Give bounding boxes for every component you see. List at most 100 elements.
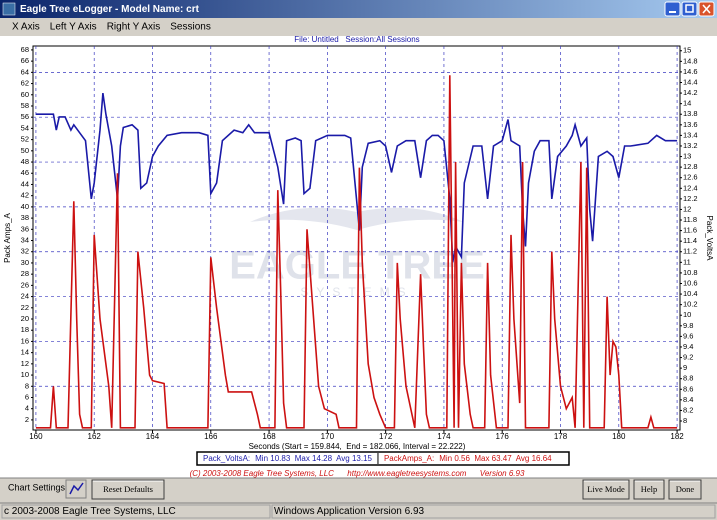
y2-tick-label: 11.4 [683, 236, 697, 245]
y2-tick-label: 14.2 [683, 88, 698, 97]
x-tick-label: 174 [437, 432, 451, 441]
button-label: Done [676, 484, 695, 494]
watermark: EAGLE TREE [229, 244, 485, 288]
y-tick-label: 62 [21, 79, 29, 88]
y2-tick-label: 11.2 [683, 247, 697, 256]
legend: Pack_VoltsA: Min 10.83 Max 14.28 Avg 13.1… [196, 451, 570, 466]
chart-settings-icon [69, 482, 84, 495]
y-tick-label: 20 [21, 314, 29, 323]
legend-stats: Min 0.56 Max 63.47 Avg 16.64 [439, 454, 552, 463]
minimize-button[interactable] [664, 1, 681, 17]
legend-stats: Min 10.83 Max 14.28 Avg 13.15 [255, 454, 372, 463]
y2-tick-label: 11.8 [683, 215, 697, 224]
y2-tick-label: 15 [683, 46, 691, 55]
button[interactable] [582, 479, 630, 500]
y2-tick-label: 10 [683, 310, 691, 319]
y2-tick-label: 8 [683, 416, 687, 425]
y2-tick-label: 9 [683, 363, 687, 372]
y2-tick-label: 14.6 [683, 67, 698, 76]
button-label: Reset Defaults [103, 484, 153, 494]
y2-tick-label: 14.8 [683, 56, 698, 65]
maximize-button[interactable] [681, 1, 698, 17]
y2-tick-label: 11.6 [683, 226, 697, 235]
y-tick-label: 56 [21, 112, 29, 121]
y-tick-label: 8 [25, 381, 29, 390]
status-text: c 2003-2008 Eagle Tree Systems, LLC [4, 506, 176, 517]
y-tick-label: 58 [21, 101, 29, 110]
watermark-wings [250, 207, 464, 230]
y2-tick-label: 13.2 [683, 141, 698, 150]
y-tick-label: 26 [21, 280, 29, 289]
menu-item[interactable]: Sessions [170, 22, 211, 33]
y-tick-label: 42 [21, 191, 29, 200]
y-tick-label: 28 [21, 269, 29, 278]
menu-item[interactable]: Right Y Axis [107, 22, 161, 33]
y-axis-label: Pack Amps_A [3, 212, 12, 262]
x-tick-label: 160 [29, 432, 43, 441]
y-tick-label: 34 [21, 236, 29, 245]
y2-tick-label: 9.8 [683, 321, 693, 330]
y2-tick-label: 8.6 [683, 384, 693, 393]
y2-tick-label: 13.4 [683, 130, 698, 139]
y2-axis-label: Pack_VoltsA [705, 216, 714, 262]
y2-tick-label: 12 [683, 204, 691, 213]
y-tick-label: 46 [21, 168, 29, 177]
copyright: (C) 2003-2008 Eagle Tree Systems, LLC ht… [190, 469, 525, 478]
menu-bar: X Axis Left Y Axis Right Y Axis Sessions [12, 22, 211, 33]
legend-name: PackAmps_A: [384, 454, 434, 463]
legend-box [196, 451, 570, 466]
x-tick-label: 180 [612, 432, 626, 441]
status-bar: c 2003-2008 Eagle Tree Systems, LLC Windo… [0, 502, 717, 519]
data-line [35, 75, 678, 429]
y2-tick-label: 14.4 [683, 77, 698, 86]
chart-settings-label: Chart Settings: [8, 482, 68, 492]
menu-item[interactable]: Left Y Axis [50, 22, 97, 33]
y-tick-label: 2 [25, 415, 29, 424]
y-tick-label: 50 [21, 146, 29, 155]
x-tick-label: 182 [670, 432, 684, 441]
status-text: Windows Application Version 6.93 [274, 506, 425, 517]
y2-tick-label: 10.8 [683, 268, 698, 277]
y-tick-label: 10 [21, 370, 29, 379]
y2-tick-label: 11 [683, 257, 691, 266]
y-tick-label: 60 [21, 90, 29, 99]
y-tick-label: 12 [21, 359, 29, 368]
y2-tick-label: 9.2 [683, 353, 693, 362]
y2-tick-label: 13.8 [683, 109, 698, 118]
y2-tick-label: 10.4 [683, 289, 698, 298]
y-tick-label: 16 [21, 336, 29, 345]
y-tick-label: 38 [21, 213, 29, 222]
button[interactable] [668, 479, 702, 500]
window-controls [664, 1, 715, 17]
title-bar [0, 0, 717, 18]
app-icon [2, 2, 16, 16]
button[interactable] [633, 479, 665, 500]
y2-tick-label: 14 [683, 99, 691, 108]
x-axis-label: Seconds (Start = 159.844, End = 182.066,… [249, 442, 466, 451]
watermark: SYSTEMS [300, 285, 413, 299]
button-label: Live Mode [587, 484, 625, 494]
y2-tick-label: 9.4 [683, 342, 693, 351]
status-panel [271, 504, 716, 519]
menu-item[interactable]: X Axis [12, 22, 40, 33]
y2-tick-label: 10.2 [683, 300, 698, 309]
x-tick-label: 172 [379, 432, 393, 441]
x-tick-label: 166 [204, 432, 218, 441]
data-line [35, 92, 678, 263]
x-tick-label: 162 [88, 432, 102, 441]
y-tick-label: 52 [21, 135, 29, 144]
y-tick-label: 24 [21, 292, 29, 301]
x-tick-label: 176 [496, 432, 510, 441]
button[interactable] [91, 479, 165, 500]
y-tick-label: 54 [21, 123, 29, 132]
y-tick-label: 22 [21, 303, 29, 312]
y2-tick-label: 13.6 [683, 120, 698, 129]
y2-tick-label: 10.6 [683, 278, 698, 287]
y-tick-label: 40 [21, 202, 29, 211]
y-tick-label: 32 [21, 247, 29, 256]
y-tick-label: 14 [21, 348, 29, 357]
close-glyph [702, 4, 711, 14]
y2-tick-label: 12.8 [683, 162, 698, 171]
